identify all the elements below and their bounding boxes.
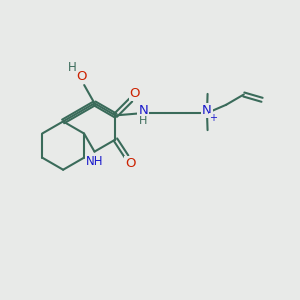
Text: O: O: [76, 70, 87, 83]
Text: O: O: [125, 157, 135, 170]
Text: N: N: [202, 104, 212, 117]
Text: H: H: [68, 61, 76, 74]
Text: NH: NH: [86, 154, 103, 167]
Text: H: H: [139, 116, 148, 126]
Text: +: +: [209, 113, 217, 123]
Text: N: N: [139, 103, 148, 117]
Text: O: O: [130, 86, 140, 100]
